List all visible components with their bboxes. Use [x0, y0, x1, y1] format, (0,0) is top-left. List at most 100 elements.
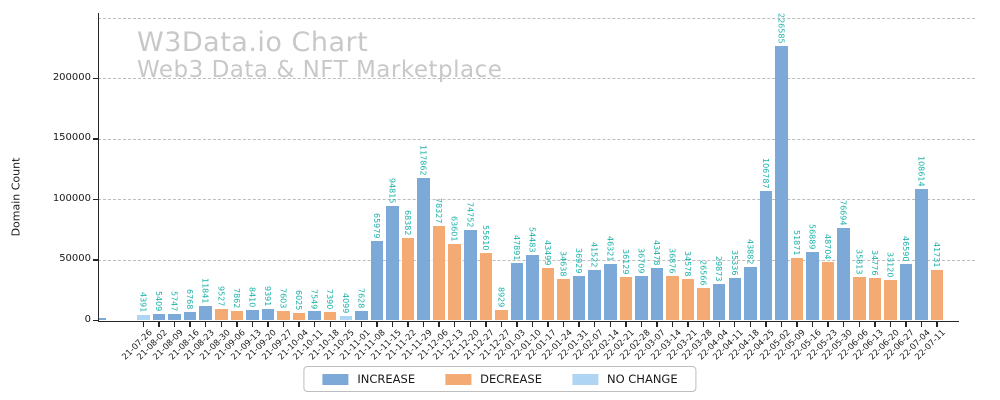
bar-value-label: 34638 [558, 250, 568, 277]
x-tick [220, 322, 222, 327]
bar [541, 267, 555, 321]
y-tick-label: 100000 [52, 192, 91, 204]
bar [526, 254, 539, 321]
y-tick [93, 259, 98, 261]
x-tick [298, 322, 300, 327]
x-tick [811, 322, 814, 327]
legend-swatch-no_change [571, 373, 598, 385]
x-tick [454, 322, 456, 327]
x-tick [827, 322, 829, 327]
legend: INCREASE DECREASE NO CHANGE [303, 366, 697, 392]
bar [915, 189, 928, 321]
legend-swatch-increase [322, 373, 349, 385]
bar-value-label: 8410 [247, 287, 257, 308]
bar [697, 288, 710, 321]
x-tick [594, 322, 596, 327]
bar-value-label: 41731 [932, 242, 942, 268]
bar-value-label: 7603 [278, 288, 288, 309]
legend-item: INCREASE [322, 372, 415, 386]
x-tick [267, 322, 269, 327]
bar-value-label: 36929 [574, 247, 584, 274]
x-tick [158, 322, 160, 327]
bar [417, 177, 430, 321]
x-tick [749, 322, 752, 327]
bar [355, 311, 368, 321]
x-tick [609, 322, 611, 327]
bar [401, 237, 415, 321]
bar-value-label: 34578 [683, 250, 693, 277]
x-tick [422, 322, 425, 327]
x-tick [889, 322, 892, 327]
bar-value-label: 63601 [449, 215, 459, 242]
bar-value-label: 36876 [667, 247, 677, 274]
bar-value-label: 68382 [403, 209, 413, 236]
bar [635, 276, 648, 321]
bar [370, 240, 384, 321]
legend-label: DECREASE [480, 372, 542, 386]
gridline [98, 17, 975, 19]
x-tick [702, 322, 705, 327]
bar-value-label: 43882 [745, 239, 755, 265]
x-tick [780, 322, 783, 327]
x-tick [905, 322, 907, 327]
bar-value-label: 106787 [760, 158, 770, 189]
x-tick [578, 322, 580, 327]
bar-value-label: 46321 [605, 236, 615, 262]
bar [930, 269, 944, 321]
x-tick [920, 322, 923, 327]
x-tick [625, 322, 627, 327]
bar [448, 243, 461, 321]
bar [386, 205, 399, 321]
bar [837, 227, 850, 321]
bar-value-label: 56889 [807, 223, 817, 250]
bar-value-label: 108614 [916, 155, 926, 187]
bar-value-label: 43499 [543, 239, 553, 266]
x-tick [282, 322, 285, 327]
legend-item: NO CHANGE [571, 372, 678, 386]
bar-value-label: 35336 [729, 249, 739, 276]
bar [137, 315, 150, 321]
y-axis-spine [97, 13, 100, 322]
gridline [98, 78, 975, 80]
x-tick [843, 322, 845, 327]
bar-value-label: 46590 [900, 236, 910, 262]
bar-value-label: 41522 [589, 242, 599, 268]
y-tick [93, 77, 98, 80]
bar [277, 311, 290, 321]
y-axis-title: Domain Count [9, 157, 23, 237]
bar-value-label: 29873 [714, 256, 724, 282]
bar [899, 264, 913, 321]
x-tick [205, 322, 207, 327]
legend-swatch-decrease [445, 373, 472, 385]
bar-value-label: 6768 [185, 289, 195, 310]
bar-value-label: 78327 [434, 197, 444, 224]
x-tick [874, 322, 876, 327]
bar [588, 270, 601, 321]
bar [261, 309, 275, 321]
bar [806, 251, 819, 321]
x-tick [718, 322, 720, 327]
bar [510, 262, 524, 321]
bar-value-label: 5747 [169, 290, 179, 312]
watermark-title: W3Data.io Chart [137, 27, 369, 58]
x-tick [485, 322, 487, 327]
bar [308, 311, 321, 321]
bar-value-label: 7628 [356, 288, 366, 309]
legend-label: INCREASE [357, 372, 416, 386]
x-tick [391, 322, 394, 327]
bar [619, 276, 633, 321]
bar-value-label: 8929 [496, 286, 506, 308]
bar [183, 312, 197, 321]
bar-value-label: 94815 [387, 177, 397, 204]
x-tick [547, 322, 549, 327]
bar [230, 310, 244, 321]
legend-item: DECREASE [445, 372, 542, 386]
gridline [98, 199, 975, 201]
bar [199, 306, 212, 321]
bar [775, 46, 788, 321]
bar-value-label: 36129 [620, 248, 630, 275]
bar-value-label: 9527 [216, 286, 226, 307]
bar [666, 275, 679, 321]
x-tick [438, 322, 440, 327]
